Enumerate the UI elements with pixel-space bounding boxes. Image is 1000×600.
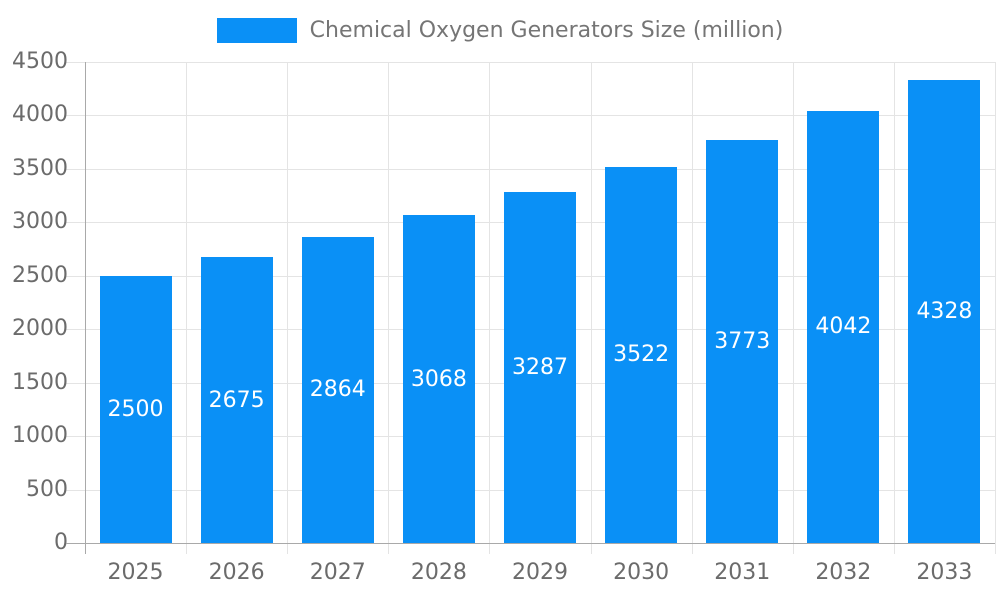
- bar-2026[interactable]: 2675: [200, 257, 273, 543]
- y-axis-tick-label: 500: [26, 476, 68, 502]
- bar-value-label: 3287: [512, 354, 568, 380]
- x-gridline: [388, 62, 390, 554]
- y-axis-tick-label: 0: [54, 530, 68, 555]
- y-axis-tick-label: 1500: [12, 369, 68, 395]
- x-gridline: [995, 62, 996, 554]
- legend-swatch: [216, 17, 297, 43]
- y-axis-tick-label: 2500: [12, 262, 68, 288]
- x-axis-tick-label: 2029: [511, 560, 568, 585]
- y-axis-tick-label: 4500: [12, 49, 68, 74]
- x-axis-tick-label: 2027: [309, 560, 366, 585]
- bar-2030[interactable]: 3522: [605, 166, 678, 543]
- x-axis-line: [66, 543, 995, 544]
- y-gridline: [66, 62, 995, 63]
- x-axis-tick-label: 2028: [410, 560, 467, 585]
- bar-value-label: 3773: [714, 328, 771, 354]
- chart-legend[interactable]: Chemical Oxygen Generators Size (million…: [0, 15, 1000, 45]
- y-axis-tick-label: 3500: [12, 155, 68, 181]
- bar-2031[interactable]: 3773: [706, 139, 779, 543]
- x-axis-tick-label: 2030: [613, 560, 670, 585]
- x-axis-tick-label: 2033: [916, 560, 973, 585]
- y-gridline: [66, 168, 995, 170]
- y-axis-tick-label: 1000: [12, 423, 68, 449]
- bar-value-label: 3522: [613, 342, 670, 368]
- x-gridline: [691, 62, 693, 554]
- bar-value-label: 2864: [309, 377, 366, 403]
- bar-value-label: 4328: [916, 299, 973, 325]
- bar-2028[interactable]: 3068: [402, 215, 475, 543]
- y-axis-tick-label: 2000: [12, 316, 68, 342]
- x-axis-tick-label: 2026: [208, 560, 265, 585]
- bar-2032[interactable]: 4042: [807, 110, 880, 543]
- y-axis-tick-label: 4000: [12, 102, 68, 128]
- bar-2025[interactable]: 2500: [99, 275, 172, 543]
- x-axis-tick-label: 2025: [107, 560, 164, 585]
- legend-label: Chemical Oxygen Generators Size (million…: [309, 17, 784, 43]
- y-axis-line: [85, 62, 86, 554]
- x-axis-tick-label: 2031: [714, 560, 771, 585]
- x-axis-tick-label: 2032: [815, 560, 872, 585]
- bar-value-label: 2675: [208, 387, 265, 413]
- x-gridline: [893, 62, 895, 554]
- x-gridline: [792, 62, 794, 554]
- x-gridline: [287, 62, 289, 554]
- bar-value-label: 2500: [107, 396, 164, 422]
- y-gridline: [66, 115, 995, 117]
- bar-value-label: 4042: [815, 314, 872, 340]
- x-gridline: [590, 62, 592, 554]
- bar-value-label: 3068: [410, 366, 467, 392]
- bar-2029[interactable]: 3287: [504, 191, 576, 543]
- x-gridline: [489, 62, 491, 554]
- x-gridline: [186, 62, 188, 554]
- bar-2033[interactable]: 4328: [908, 80, 981, 543]
- y-axis-tick-label: 3000: [12, 209, 68, 235]
- bar-2027[interactable]: 2864: [301, 236, 374, 543]
